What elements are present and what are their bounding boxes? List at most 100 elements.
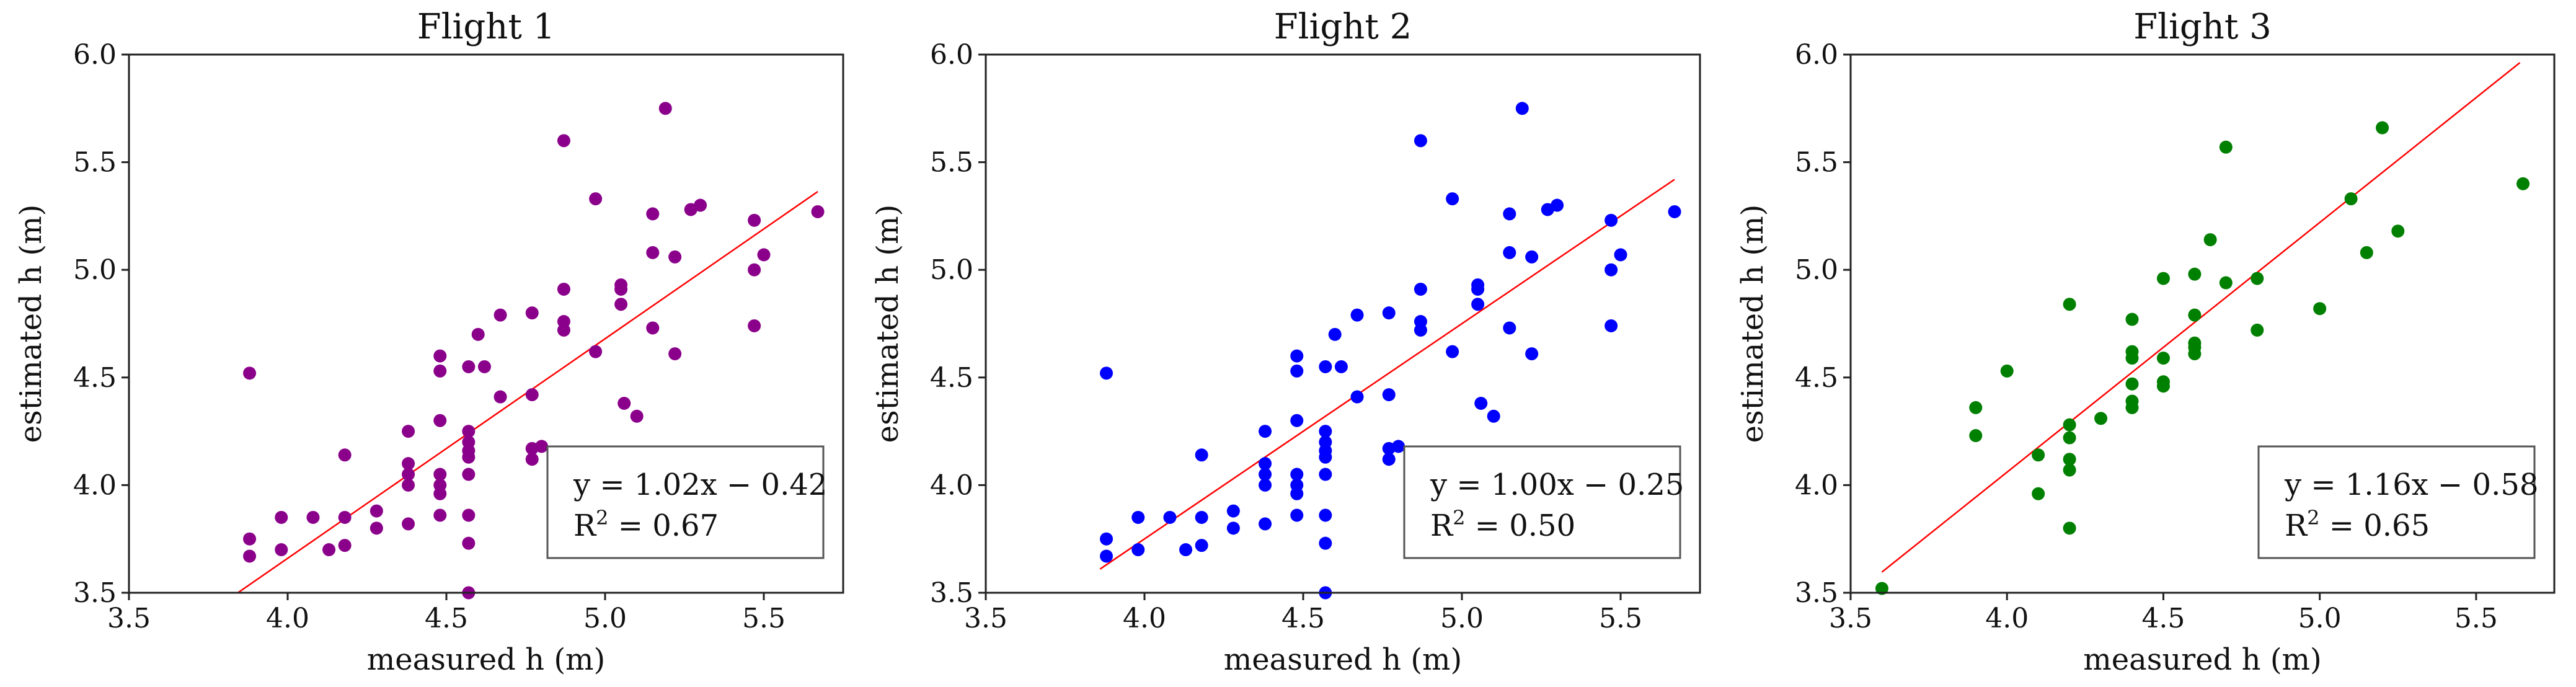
x-tick-label: 3.5 <box>964 603 1007 634</box>
data-point <box>433 414 447 427</box>
r-squared: R2 = 0.65 <box>2285 506 2430 543</box>
r-squared: R2 = 0.50 <box>1430 506 1575 543</box>
x-axis-label: measured h (m) <box>2083 642 2322 677</box>
chart-title: Flight 2 <box>1274 7 1412 47</box>
data-point <box>402 478 415 492</box>
data-point <box>2156 272 2170 285</box>
data-point <box>1382 388 1396 402</box>
x-tick-label: 5.0 <box>583 603 627 634</box>
fit-line <box>1881 62 2521 573</box>
data-point <box>1319 468 1332 481</box>
data-point <box>1131 543 1145 557</box>
data-point <box>477 360 491 373</box>
data-point <box>1503 207 1516 221</box>
y-tick-label: 4.0 <box>930 469 973 501</box>
data-point <box>1604 263 1618 277</box>
data-point <box>1471 282 1485 296</box>
data-point <box>2219 140 2233 154</box>
data-point <box>2313 302 2327 316</box>
data-point <box>2251 323 2264 337</box>
data-point <box>1604 319 1618 332</box>
data-point <box>1195 510 1208 524</box>
data-point <box>1290 349 1304 363</box>
data-point <box>1515 102 1529 115</box>
data-point <box>1382 306 1396 320</box>
data-point <box>2391 224 2405 238</box>
y-tick-label: 4.0 <box>73 469 117 501</box>
data-point <box>462 360 476 373</box>
x-tick-label: 4.5 <box>2141 603 2185 634</box>
data-point <box>1334 360 1348 373</box>
data-point <box>1179 543 1193 557</box>
x-tick-label: 4.5 <box>425 603 468 634</box>
data-point <box>748 319 761 332</box>
chart-title: Flight 3 <box>2133 7 2272 47</box>
regression-equation: y = 1.00x − 0.25 <box>1430 468 1684 502</box>
data-point <box>1290 414 1304 427</box>
plot-frame <box>1849 53 2556 594</box>
data-point <box>494 308 507 322</box>
data-point <box>1328 327 1342 341</box>
data-point <box>1474 396 1488 410</box>
data-point <box>1259 517 1272 531</box>
data-point <box>2032 448 2045 462</box>
data-point <box>525 306 539 320</box>
x-tick-label: 3.5 <box>107 603 151 634</box>
data-point <box>617 396 631 410</box>
data-point <box>1446 192 1459 206</box>
y-tick-label: 6.0 <box>73 39 117 71</box>
y-tick-label: 5.5 <box>73 147 117 179</box>
x-tick-label: 5.5 <box>1599 603 1642 634</box>
data-point <box>614 298 628 311</box>
data-point <box>275 543 288 557</box>
data-point <box>402 457 415 471</box>
data-point <box>462 536 476 550</box>
y-tick-label: 4.5 <box>930 362 973 394</box>
y-tick-label: 5.5 <box>930 147 973 179</box>
chart-title: Flight 1 <box>417 7 555 47</box>
plot-frame <box>128 53 844 594</box>
y-axis-label: estimated h (m) <box>1735 205 1770 443</box>
data-point <box>646 321 660 335</box>
x-tick-label: 4.5 <box>1281 603 1325 634</box>
data-point <box>462 425 476 438</box>
y-axis-label: estimated h (m) <box>870 205 905 443</box>
data-point <box>694 198 707 212</box>
data-point <box>1503 321 1516 335</box>
data-point <box>462 508 476 522</box>
data-point <box>306 510 320 524</box>
data-point <box>1875 582 1888 595</box>
data-point <box>433 468 447 481</box>
fit-line <box>1099 179 1675 570</box>
data-point <box>1259 468 1272 481</box>
data-point <box>462 450 476 464</box>
x-tick-label: 4.0 <box>1123 603 1166 634</box>
data-point <box>1290 487 1304 500</box>
data-point <box>757 248 771 262</box>
y-tick-label: 3.5 <box>930 577 973 609</box>
y-tick-label: 4.5 <box>1795 362 1838 394</box>
data-point <box>589 345 603 358</box>
y-tick-label: 6.0 <box>1795 39 1838 71</box>
data-point <box>433 487 447 500</box>
data-point <box>1471 298 1485 311</box>
data-point <box>646 207 660 221</box>
data-point <box>1319 360 1332 373</box>
data-point <box>1382 453 1396 466</box>
y-tick-label: 5.5 <box>1795 147 1838 179</box>
data-point <box>1414 323 1427 337</box>
data-point <box>2063 431 2076 445</box>
y-axis-label: estimated h (m) <box>14 205 48 443</box>
y-tick-label: 5.0 <box>1795 254 1838 286</box>
data-point <box>2125 352 2139 365</box>
data-point <box>433 349 447 363</box>
data-point <box>811 205 825 218</box>
y-tick-label: 6.0 <box>930 39 973 71</box>
chart-panel-3: 3.5 4.0 4.5 5.0 5.5 3.5 4.0 4.5 5.0 5.5 6.0 Flight … <box>1735 7 2556 677</box>
data-point <box>370 521 383 535</box>
data-point <box>1604 213 1618 227</box>
data-point <box>243 366 257 380</box>
data-point <box>1259 478 1272 492</box>
y-tick-label: 5.0 <box>73 254 117 286</box>
